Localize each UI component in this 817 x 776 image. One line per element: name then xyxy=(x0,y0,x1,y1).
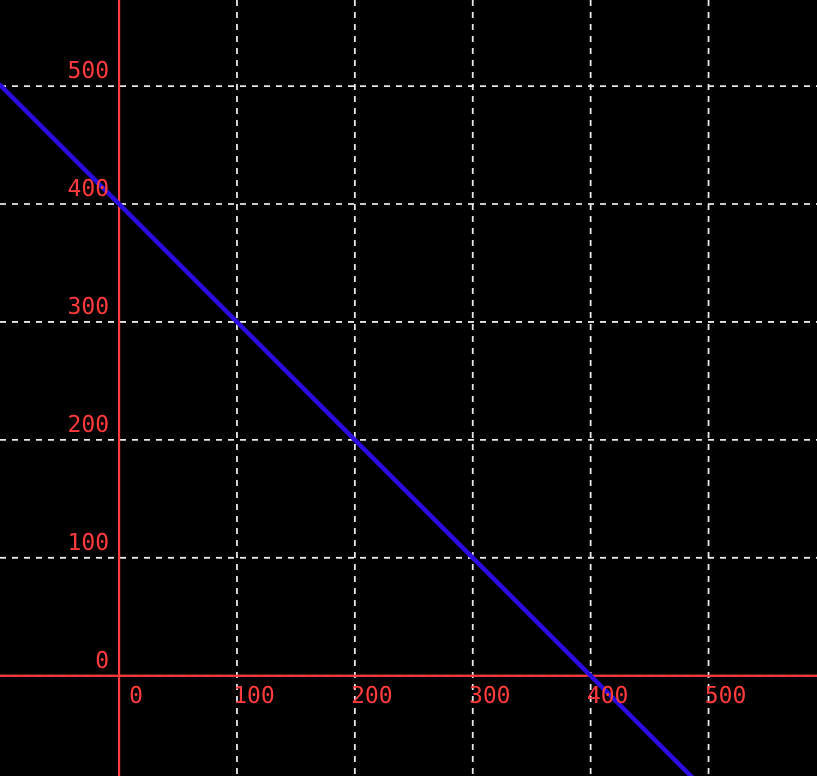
y-tick-label: 200 xyxy=(68,412,110,438)
y-tick-label: 400 xyxy=(68,176,110,202)
y-tick-label: 0 xyxy=(95,648,109,674)
x-tick-label: 500 xyxy=(705,683,747,709)
x-tick-label: 0 xyxy=(129,683,143,709)
series-line xyxy=(0,82,695,776)
x-tick-label: 100 xyxy=(233,683,275,709)
y-tick-label: 100 xyxy=(68,530,110,556)
y-tick-label: 500 xyxy=(68,58,110,84)
x-tick-label: 300 xyxy=(469,683,511,709)
y-tick-label: 300 xyxy=(68,294,110,320)
x-tick-label: 200 xyxy=(351,683,393,709)
x-tick-label: 400 xyxy=(587,683,629,709)
